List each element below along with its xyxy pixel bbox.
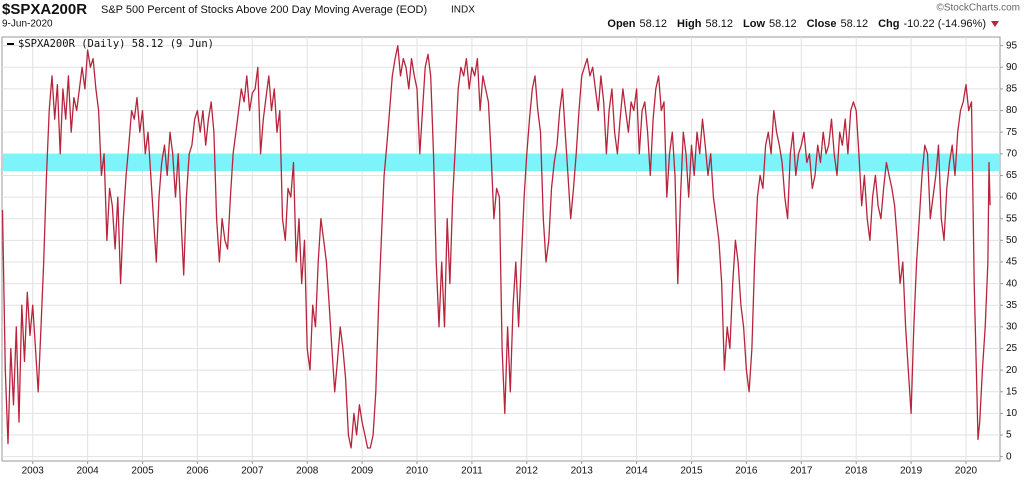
quote-label: Open	[607, 18, 635, 30]
y-tick-label: 55	[1006, 213, 1018, 224]
quote: Open 58.12 High 58.12 Low 58.12 Close 58.12 Chg -…	[607, 18, 986, 30]
quote-value: 58.12	[769, 18, 797, 30]
x-tick-label: 2011	[461, 466, 483, 477]
y-tick-label: 75	[1006, 127, 1018, 138]
quote-label: High	[677, 18, 702, 30]
x-tick-label: 2018	[845, 466, 868, 477]
x-tick-label: 2012	[516, 466, 539, 477]
y-tick-label: 90	[1006, 62, 1018, 73]
x-tick-label: 2017	[790, 466, 813, 477]
y-tick-label: 35	[1006, 300, 1018, 311]
highlight-band	[3, 153, 999, 172]
x-tick-label: 2007	[241, 466, 264, 477]
legend-label: $SPXA200R (Daily) 58.12 (9 Jun)	[18, 38, 214, 50]
y-tick-label: 45	[1006, 257, 1018, 268]
x-tick-label: 2009	[351, 466, 374, 477]
source: ©StockCharts.com	[936, 3, 1020, 14]
x-tick-label: 2014	[625, 466, 648, 477]
quote-label: Low	[743, 18, 765, 30]
y-tick-label: 30	[1006, 322, 1018, 333]
y-tick-label: 40	[1006, 278, 1018, 289]
quote-label: Close	[807, 18, 837, 30]
x-tick-label: 2016	[735, 466, 758, 477]
y-tick-label: 85	[1006, 84, 1018, 95]
x-tick-label: 2020	[955, 466, 978, 477]
y-tick-label: 5	[1006, 430, 1012, 441]
x-tick-label: 2010	[406, 466, 429, 477]
x-tick-label: 2008	[296, 466, 319, 477]
x-tick-label: 2015	[680, 466, 703, 477]
y-tick-label: 0	[1006, 451, 1012, 462]
y-tick-label: 80	[1006, 105, 1018, 116]
x-tick-label: 2004	[77, 466, 100, 477]
y-tick-label: 95	[1006, 40, 1018, 51]
y-tick-label: 70	[1006, 148, 1018, 159]
plot-area	[1, 36, 1001, 462]
symbol: $SPXA200R	[2, 1, 87, 18]
quote-value: 58.12	[640, 18, 668, 30]
series-line	[1, 45, 991, 449]
y-tick-label: 50	[1006, 235, 1018, 246]
x-tick-label: 2006	[186, 466, 209, 477]
quote-label: Chg	[878, 18, 899, 30]
y-tick-label: 10	[1006, 408, 1018, 419]
chart-title: S&P 500 Percent of Stocks Above 200 Day …	[101, 4, 427, 16]
exchange: INDX	[451, 5, 475, 16]
down-arrow	[991, 21, 999, 27]
y-tick-label: 60	[1006, 192, 1018, 203]
date: 9-Jun-2020	[2, 19, 53, 30]
x-tick-label: 2005	[131, 466, 154, 477]
quote-value: 58.12	[841, 18, 869, 30]
x-tick-label: 2013	[571, 466, 594, 477]
quote-value: -10.22 (-14.96%)	[903, 18, 986, 30]
y-tick-label: 20	[1006, 365, 1018, 376]
x-tick-label: 2019	[900, 466, 923, 477]
y-tick-label: 25	[1006, 343, 1018, 354]
quote-value: 58.12	[706, 18, 734, 30]
y-tick-label: 15	[1006, 386, 1018, 397]
x-tick-label: 2003	[22, 466, 45, 477]
y-tick-label: 65	[1006, 170, 1018, 181]
